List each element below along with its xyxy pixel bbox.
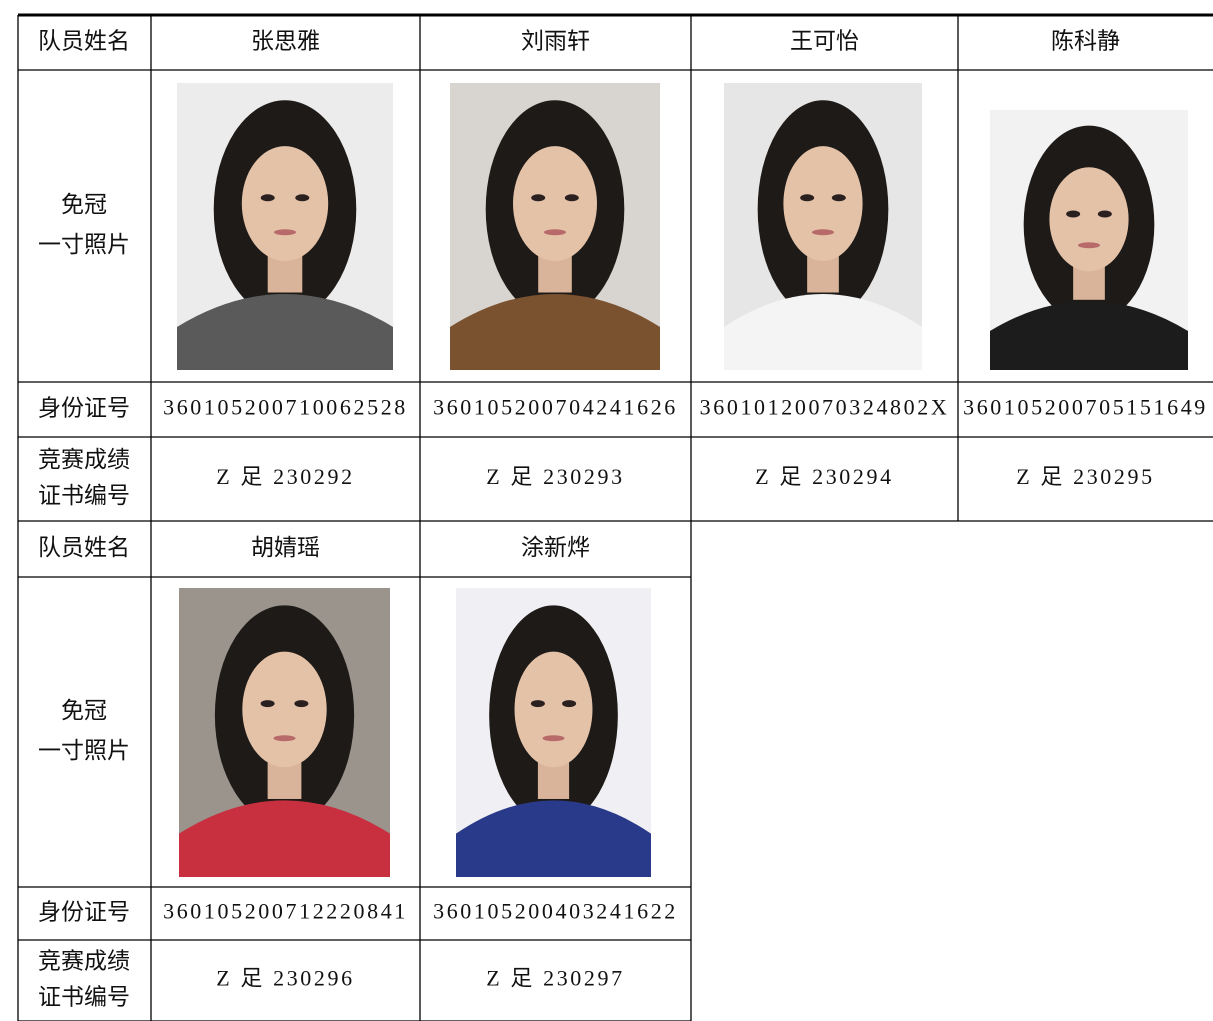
cert-label: 证书编号	[38, 985, 130, 1011]
mouth	[542, 735, 565, 742]
eye	[1066, 210, 1081, 218]
face	[783, 146, 863, 261]
shirt	[456, 800, 651, 877]
face	[242, 651, 327, 768]
face	[514, 651, 593, 768]
cert-label: 竞赛成绩	[38, 447, 130, 473]
player-name: 刘雨轩	[521, 29, 590, 55]
cert-number: Z 足 230293	[486, 464, 624, 489]
shirt	[990, 301, 1188, 370]
eye	[564, 194, 579, 202]
eye	[800, 194, 815, 202]
photo-label: 一寸照片	[38, 738, 130, 764]
eye	[295, 194, 310, 202]
eye	[562, 700, 577, 708]
cert-number: Z 足 230295	[1016, 464, 1154, 489]
cert-label: 竞赛成绩	[38, 949, 130, 975]
cert-number: Z 足 230296	[216, 966, 354, 991]
photo	[724, 83, 922, 370]
mouth	[1078, 242, 1100, 249]
photo	[450, 83, 660, 370]
shirt	[724, 293, 922, 370]
photo	[179, 588, 390, 877]
photo-label: 一寸照片	[38, 232, 130, 258]
cert-number: Z 足 230294	[755, 464, 893, 489]
eye	[831, 194, 846, 202]
player-name: 王可怡	[790, 29, 859, 55]
shirt	[450, 293, 660, 370]
id-number: 36010120070324802X	[700, 395, 950, 420]
cert-label: 证书编号	[38, 483, 130, 509]
id-number: 360105200704241626	[433, 395, 678, 420]
id-number: 360105200705151649	[963, 395, 1208, 420]
shirt	[179, 800, 390, 877]
photo	[456, 588, 651, 877]
id-number: 360105200712220841	[163, 899, 408, 924]
eye	[260, 700, 275, 708]
eye	[531, 194, 546, 202]
id-label: 身份证号	[38, 900, 130, 926]
player-name: 陈科静	[1051, 29, 1120, 55]
id-number: 360105200710062528	[163, 395, 408, 420]
player-name: 张思雅	[251, 29, 320, 55]
name-label: 队员姓名	[38, 29, 130, 55]
eye	[530, 700, 545, 708]
player-name: 涂新烨	[521, 535, 590, 561]
mouth	[544, 229, 566, 236]
eye	[260, 194, 275, 202]
face	[513, 146, 597, 261]
mouth	[273, 735, 296, 742]
mouth	[274, 229, 296, 236]
player-name: 胡婧瑶	[251, 535, 320, 561]
name-label: 队员姓名	[38, 535, 130, 561]
photo	[990, 110, 1188, 370]
photo-label: 免冠	[61, 192, 107, 218]
cert-number: Z 足 230297	[486, 966, 624, 991]
eye	[294, 700, 309, 708]
id-number: 360105200403241622	[433, 899, 678, 924]
photo-label: 免冠	[61, 698, 107, 724]
cert-number: Z 足 230292	[216, 464, 354, 489]
mouth	[812, 229, 834, 236]
id-label: 身份证号	[38, 396, 130, 422]
face	[1049, 167, 1129, 272]
photo	[177, 83, 393, 370]
shirt	[177, 293, 393, 370]
face	[241, 146, 329, 261]
eye	[1097, 210, 1112, 218]
